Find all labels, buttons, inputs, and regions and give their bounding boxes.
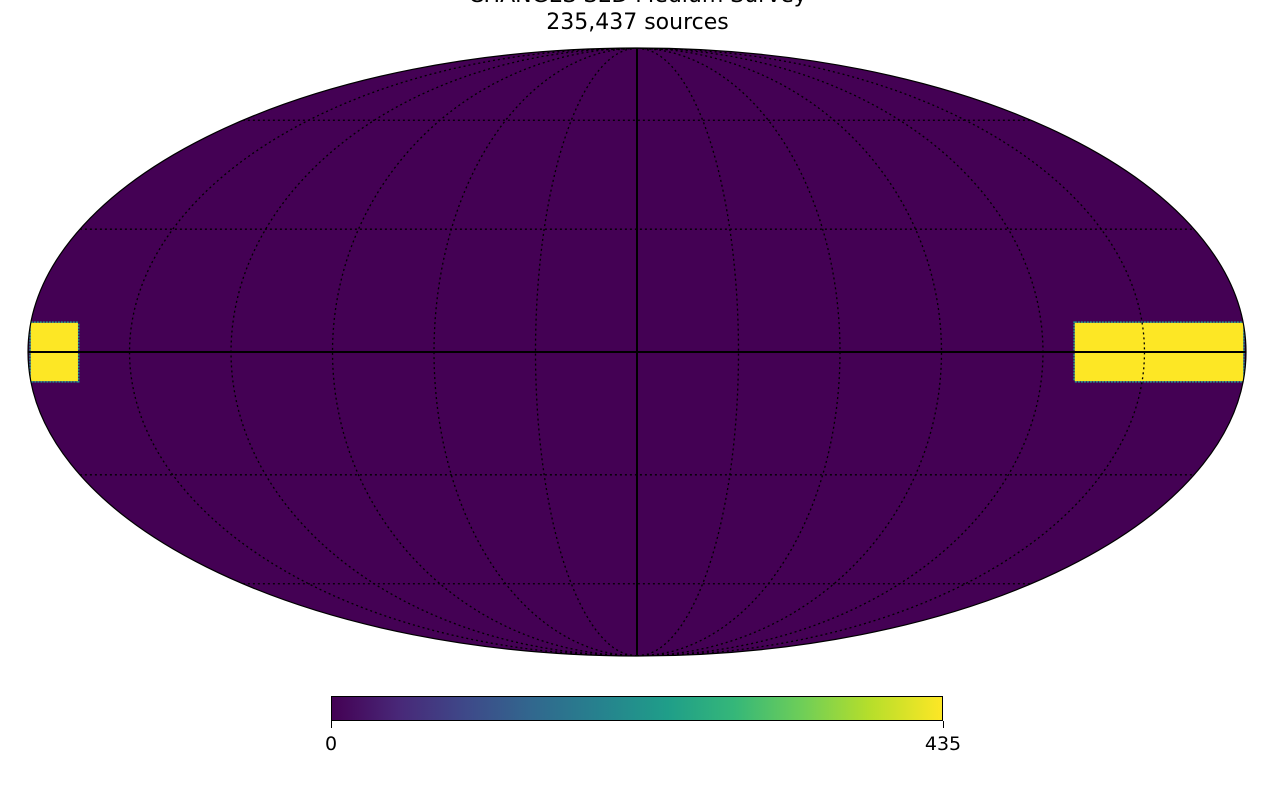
mollweide-sky-map [27,47,1247,657]
title-line-1: CHANGES SED Medium Survey [0,0,1275,9]
graticule-meridian [331,48,638,656]
graticule-meridian [636,48,1146,656]
colorbar-min-label: 0 [324,733,338,755]
colorbar-tick-min [331,721,332,728]
colorbar-max-label: 435 [924,733,962,755]
colorbar-tick-max [943,721,944,728]
colorbar [331,696,943,721]
graticule-meridian [636,48,841,656]
map-outline [27,47,1247,657]
graticule-meridian [636,48,943,656]
title-line-2: 235,437 sources [546,10,729,35]
graticule-meridian [433,48,638,656]
graticule-meridian [128,48,638,656]
map-title: CHANGES SED Medium Survey 235,437 source… [0,0,1275,36]
